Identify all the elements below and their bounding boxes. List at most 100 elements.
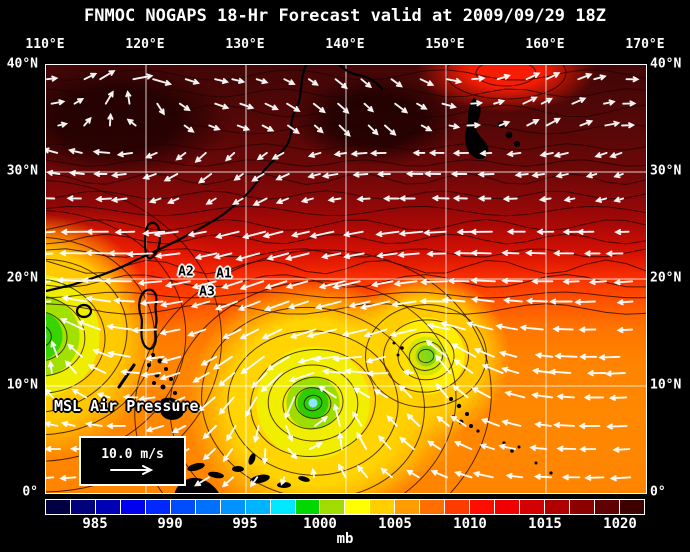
- wind-arrow-icon: [68, 148, 83, 155]
- wind-arrow-icon: [261, 328, 283, 340]
- wind-arrow-icon: [218, 372, 236, 387]
- wind-arrow-icon: [218, 396, 235, 415]
- wind-arrow-icon: [252, 197, 268, 206]
- wind-arrow-icon: [192, 372, 210, 383]
- wind-arrow-icon: [221, 476, 235, 488]
- wind-arrow-icon: [531, 278, 554, 285]
- wind-arrow-icon: [156, 102, 165, 116]
- wind-arrow-icon: [264, 102, 279, 111]
- wind-arrow-icon: [120, 368, 140, 376]
- wind-arrow-icon: [344, 368, 371, 375]
- wind-arrow-icon: [271, 151, 285, 160]
- wind-arrow-icon: [359, 300, 391, 310]
- wind-arrow-icon: [382, 195, 400, 202]
- wind-arrow-icon: [300, 197, 314, 204]
- wind-arrow-icon: [431, 195, 450, 202]
- wind-arrow-icon: [556, 393, 575, 400]
- wind-arrow-icon: [578, 326, 597, 333]
- wind-arrow-icon: [553, 151, 569, 158]
- wind-arrow-icon: [531, 367, 555, 375]
- wind-arrow-icon: [625, 76, 640, 83]
- wind-arrow-icon: [613, 196, 625, 203]
- wind-arrow-icon: [605, 423, 628, 430]
- wind-arrow-icon: [307, 78, 319, 86]
- wind-arrow-icon: [197, 173, 213, 184]
- wind-arrow-icon: [501, 277, 523, 284]
- wind-arrow-icon: [394, 102, 409, 114]
- wind-scale-label: 10.0 m/s: [101, 446, 164, 462]
- wind-arrow-icon: [95, 195, 112, 203]
- colorbar-cell: [445, 500, 471, 514]
- wind-arrow-icon: [356, 431, 368, 451]
- wind-arrow-icon: [562, 278, 580, 285]
- wind-arrow-icon: [142, 230, 166, 237]
- wind-arrow-icon: [46, 197, 56, 200]
- wind-arrow-icon: [321, 368, 346, 375]
- wind-arrow-icon: [148, 197, 162, 204]
- wind-arrow-icon: [556, 445, 577, 452]
- wind-arrow-icon: [275, 197, 289, 205]
- colorbar-tick-label: 1015: [528, 516, 562, 532]
- wind-arrow-icon: [435, 383, 449, 399]
- wind-arrow-icon: [194, 252, 218, 260]
- latitude-label-left: 0°: [22, 484, 38, 500]
- wind-arrow-icon: [386, 415, 398, 427]
- colorbar-cell: [320, 500, 346, 514]
- wind-arrow-icon: [140, 371, 162, 378]
- wind-arrow-icon: [251, 372, 268, 389]
- colorbar-tick-label: 985: [82, 516, 108, 532]
- wind-arrow-icon: [472, 471, 494, 479]
- colorbar-cell: [594, 500, 620, 514]
- wind-arrow-icon: [116, 151, 134, 158]
- wind-arrow-icon: [545, 117, 561, 127]
- wind-arrow-icon: [594, 196, 608, 203]
- wind-arrow-icon: [178, 102, 191, 112]
- wind-arrow-icon: [613, 172, 624, 179]
- wind-arrow-icon: [341, 328, 368, 338]
- wind-arrow-icon: [266, 252, 290, 261]
- wind-arrow-icon: [289, 328, 317, 339]
- wind-arrow-icon: [481, 363, 504, 374]
- wind-arrow-icon: [501, 249, 520, 256]
- wind-arrow-icon: [318, 280, 346, 290]
- wind-arrow-icon: [505, 472, 524, 480]
- wind-arrow-icon: [435, 354, 452, 374]
- longitude-label: 140°E: [325, 37, 365, 52]
- wind-arrow-icon: [237, 300, 261, 311]
- wind-arrow-icon: [534, 352, 554, 359]
- longitude-label: 150°E: [425, 37, 465, 52]
- wind-arrow-icon: [307, 172, 321, 179]
- wind-arrow-icon: [331, 280, 361, 290]
- wind-arrow-icon: [287, 124, 300, 134]
- latitude-label-left: 40°N: [6, 56, 38, 72]
- wind-arrow-icon: [214, 102, 230, 110]
- wind-arrow-icon: [226, 424, 237, 442]
- latitude-label-right: 30°N: [650, 163, 682, 179]
- field-label: MSL Air Pressure: [54, 397, 199, 415]
- wind-arrow-icon: [621, 122, 636, 129]
- colorbar-cell: [120, 500, 146, 514]
- wind-arrow-icon: [106, 323, 133, 331]
- wind-arrow-icon: [307, 151, 322, 158]
- wind-arrow-icon: [367, 124, 379, 136]
- wind-arrow-icon: [261, 448, 268, 465]
- wind-arrow-icon: [406, 413, 421, 427]
- wind-arrow-icon: [495, 323, 519, 331]
- wind-arrow-icon: [321, 172, 339, 179]
- wind-arrow-icon: [352, 411, 363, 427]
- wind-arrow-icon: [506, 228, 526, 235]
- wind-arrow-icon: [406, 469, 420, 479]
- colorbar-cell: [420, 500, 446, 514]
- wind-arrow-icon: [609, 151, 623, 159]
- wind-arrow-icon: [187, 328, 207, 337]
- colorbar-cell: [145, 500, 171, 514]
- wind-arrow-icon: [519, 324, 544, 331]
- storm-marker-a1: A1: [216, 266, 232, 282]
- wind-arrow-icon: [314, 415, 329, 427]
- wind-arrow-icon: [144, 151, 158, 159]
- wind-arrow-icon: [114, 229, 136, 236]
- wind-arrow-icon: [261, 124, 275, 132]
- wind-arrow-icon: [470, 296, 495, 303]
- wind-arrow-icon: [412, 149, 426, 156]
